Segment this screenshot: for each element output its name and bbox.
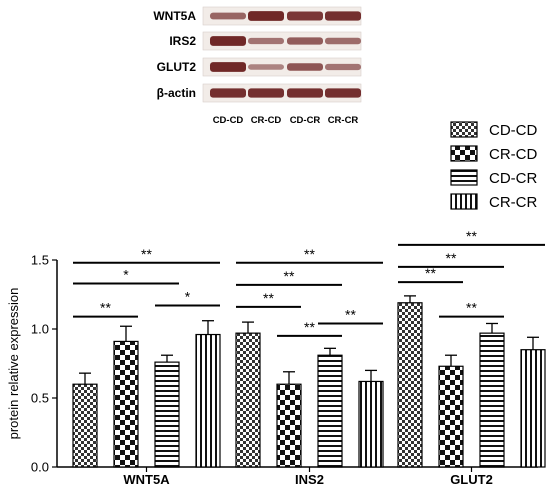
blot-band <box>210 12 246 20</box>
blot-band <box>248 64 284 70</box>
y-tick-label: 1.5 <box>31 253 49 268</box>
blot-row-label: IRS2 <box>169 34 196 48</box>
legend-swatch <box>450 193 478 210</box>
blot-lane-label: CR-CD <box>251 115 282 126</box>
blot-row-label: WNT5A <box>153 9 196 23</box>
y-tick-label: 0.5 <box>31 391 49 406</box>
significance-label: ** <box>345 306 356 322</box>
bar <box>317 354 343 468</box>
legend-label: CR-CD <box>489 146 537 163</box>
y-axis-label: protein relative expression <box>6 288 21 440</box>
bar <box>113 340 139 468</box>
x-tick-label: INS2 <box>295 472 324 487</box>
blot-lane-label: CR-CR <box>328 115 359 126</box>
bar <box>438 365 464 468</box>
blot-row-label: β-actin <box>157 86 196 100</box>
significance-label: ** <box>425 265 436 281</box>
chart-legend: CD-CD CR-CD CD-CR CR-CR <box>450 121 537 211</box>
blot-band <box>325 11 361 21</box>
significance-label: * <box>123 266 129 282</box>
significance-label: ** <box>284 268 295 284</box>
bar <box>397 302 423 468</box>
legend-label: CD-CR <box>489 170 537 187</box>
blot-band <box>210 62 246 72</box>
bar <box>235 332 261 468</box>
bar <box>479 332 505 468</box>
blot-band <box>210 36 246 46</box>
significance-label: ** <box>304 246 315 262</box>
legend-swatch <box>450 145 478 162</box>
significance-label: ** <box>466 300 477 316</box>
bar <box>358 380 384 468</box>
significance-label: ** <box>304 319 315 335</box>
significance-label: ** <box>141 246 152 262</box>
legend-swatch <box>450 169 478 186</box>
bar <box>520 349 546 468</box>
blot-band <box>248 37 284 45</box>
blot-row-label: GLUT2 <box>157 60 197 74</box>
significance-label: ** <box>100 300 111 316</box>
y-tick-label: 0.0 <box>31 460 49 475</box>
blot-band <box>287 63 323 71</box>
bar <box>276 383 302 468</box>
blot-band <box>248 11 284 21</box>
significance-label: ** <box>446 250 457 266</box>
blot-band <box>210 88 246 98</box>
bar <box>195 333 221 468</box>
x-tick-label: WNT5A <box>123 472 170 487</box>
blot-band <box>325 88 361 98</box>
blot-band <box>248 88 284 98</box>
legend-swatch <box>450 121 478 138</box>
blot-band <box>325 63 361 71</box>
legend-label: CR-CR <box>489 194 537 211</box>
blot-band <box>287 88 323 98</box>
western-blot-panel: WNT5A IRS2 GLUT2 β-actin CD-CD CR-CD CD-CR CR-C… <box>153 6 362 126</box>
blot-lane-label: CD-CR <box>290 115 321 126</box>
blot-band <box>325 37 361 45</box>
blot-lane-label: CD-CD <box>213 115 244 126</box>
legend-label: CD-CD <box>489 122 537 139</box>
significance-label: ** <box>263 290 274 306</box>
significance-brackets: ************************ <box>73 228 545 337</box>
significance-label: ** <box>466 228 477 244</box>
chart-bars <box>72 295 546 468</box>
y-tick-label: 1.0 <box>31 322 49 337</box>
blot-band <box>287 37 323 45</box>
significance-label: * <box>185 289 191 305</box>
blot-band <box>287 11 323 21</box>
bar <box>72 383 98 468</box>
x-tick-label: GLUT2 <box>450 472 493 487</box>
bar <box>154 361 180 468</box>
